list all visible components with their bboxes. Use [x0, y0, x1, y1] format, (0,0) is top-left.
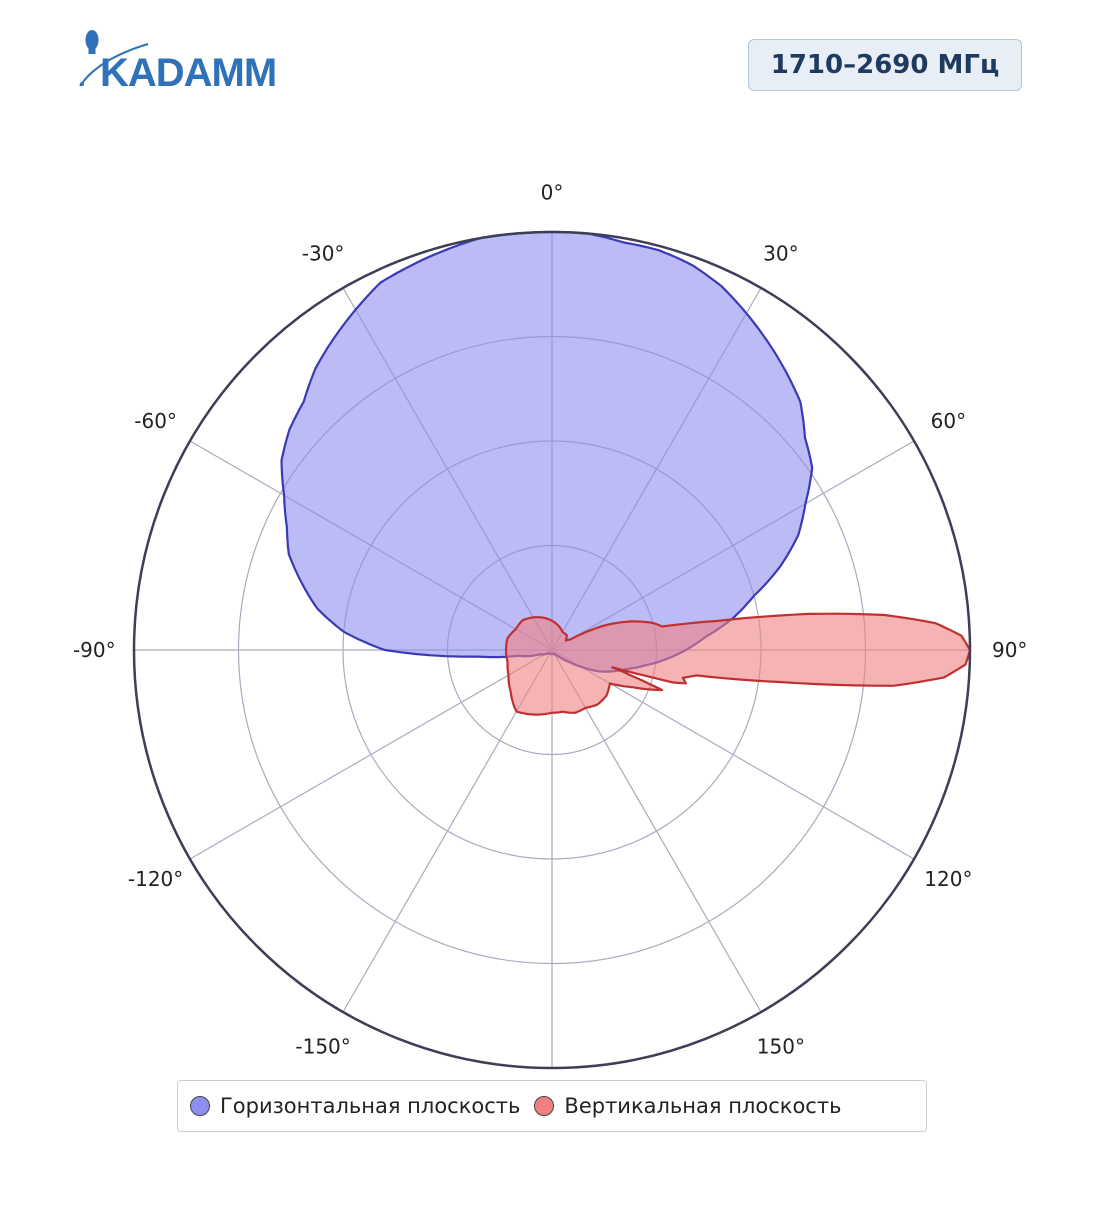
angular-tick-labels: 0° 30° 60° 90° 120° 150° -150° -120° -90° -60° -30…: [73, 180, 1027, 1058]
legend-item-vertical[interactable]: Вертикальная плоскость: [534, 1094, 841, 1118]
legend-swatch-vertical: [534, 1096, 555, 1116]
angular-tick-label-2: 60°: [931, 409, 966, 433]
angular-tick-label-5: 150°: [757, 1034, 805, 1058]
polar-axis: [132, 230, 972, 1070]
angular-tick-label-8: -120°: [128, 867, 183, 891]
angular-tick-label-3: 90°: [992, 638, 1027, 662]
angular-gridline-5: [551, 649, 762, 1013]
angular-tick-label-1: 30°: [763, 242, 798, 266]
legend-label-vertical: Вертикальная плоскость: [564, 1094, 842, 1118]
angular-tick-label-9: -90°: [73, 638, 116, 662]
angular-tick-label-10: -60°: [134, 409, 177, 433]
angular-tick-label-11: -30°: [302, 242, 345, 266]
angular-tick-label-4: 120°: [924, 867, 972, 891]
angular-tick-label-0: 0°: [541, 180, 564, 204]
outer-axis-circle: [132, 230, 972, 1070]
kadamm-logo: KADAMM: [78, 24, 298, 95]
series-vertical-area: [504, 612, 972, 716]
legend-label-horizontal: Горизонтальная плоскость: [220, 1094, 521, 1118]
legend-swatch-horizontal: [190, 1096, 210, 1116]
logo-text: KADAMM: [100, 51, 276, 94]
angular-tick-label-7: -150°: [295, 1034, 350, 1058]
angular-gridline-8: [189, 649, 553, 860]
frequency-badge: 1710–2690 МГц: [748, 39, 1022, 91]
legend: Горизонтальная плоскость Вертикальная пл…: [177, 1080, 927, 1132]
legend-item-horizontal[interactable]: Горизонтальная плоскость: [190, 1094, 520, 1118]
polar-series: [280, 230, 972, 716]
series-horizontal-area: [280, 230, 814, 673]
